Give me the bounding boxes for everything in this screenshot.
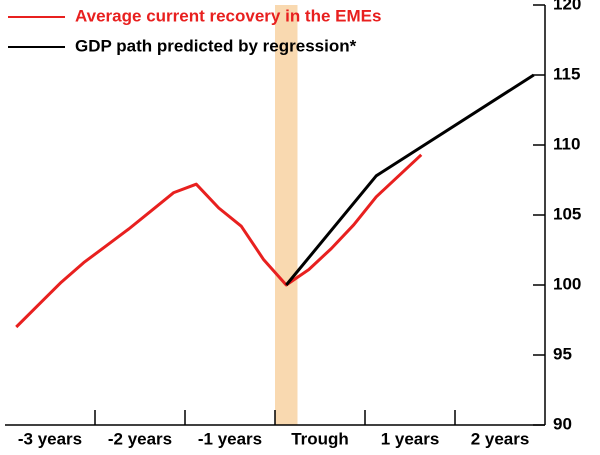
series-line (285, 73, 535, 286)
y-tick-label: 95 (553, 344, 572, 363)
x-tick-label: -1 years (198, 429, 262, 448)
x-tick-label: -3 years (18, 429, 82, 448)
trough-band (275, 5, 298, 425)
x-tick-label: 2 years (471, 429, 530, 448)
x-tick-label: Trough (291, 429, 349, 448)
y-tick-label: 115 (553, 64, 580, 83)
y-tick-label: 110 (553, 134, 580, 153)
legend-label: GDP path predicted by regression* (75, 36, 357, 55)
x-tick-label: 1 years (381, 429, 440, 448)
x-tick-label: -2 years (108, 429, 172, 448)
y-tick-label: 105 (553, 204, 581, 223)
legend-label: Average current recovery in the EMEs (75, 6, 381, 25)
series-line (15, 153, 423, 329)
y-tick-label: 100 (553, 274, 581, 293)
y-tick-label: 90 (553, 414, 572, 433)
y-tick-label: 120 (553, 0, 581, 13)
legend: Average current recovery in the EMEs GDP … (8, 6, 381, 55)
